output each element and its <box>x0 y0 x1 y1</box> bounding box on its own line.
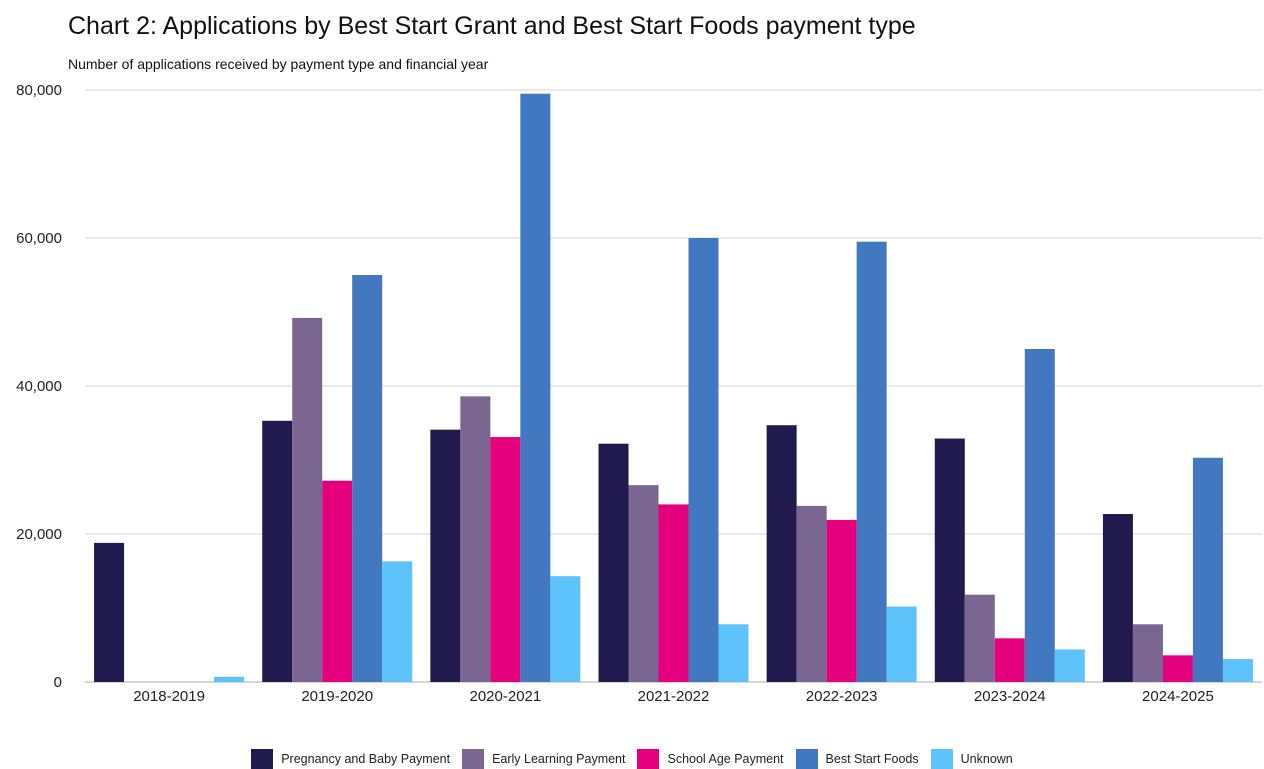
y-tick-label: 60,000 <box>16 230 62 247</box>
bar-2021-2022-early-learning-payment <box>628 485 659 682</box>
legend: Pregnancy and Baby Payment Early Learning… <box>0 749 1264 769</box>
x-tick-label: 2019-2020 <box>301 688 373 705</box>
bar-2024-2025-pregnancy-and-baby-payment <box>1102 514 1133 682</box>
legend-label: School Age Payment <box>667 752 784 766</box>
bar-2019-2020-pregnancy-and-baby-payment <box>262 420 293 682</box>
bar-2021-2022-unknown <box>718 624 749 682</box>
bar-2023-2024-school-age-payment <box>994 638 1025 682</box>
bar-2024-2025-school-age-payment <box>1162 655 1193 682</box>
bar-2020-2021-unknown <box>550 576 581 682</box>
bar-2022-2023-early-learning-payment <box>796 505 827 682</box>
bar-2022-2023-school-age-payment <box>826 519 857 682</box>
legend-item: School Age Payment <box>637 749 784 769</box>
legend-label: Early Learning Payment <box>492 752 626 766</box>
x-tick-label: 2023-2024 <box>974 688 1046 705</box>
x-tick-label: 2020-2021 <box>469 688 541 705</box>
bar-2019-2020-unknown <box>382 561 413 682</box>
bar-2019-2020-best-start-foods <box>352 275 383 682</box>
bar-2023-2024-early-learning-payment <box>964 594 995 682</box>
bar-2020-2021-pregnancy-and-baby-payment <box>430 429 461 682</box>
bar-2019-2020-early-learning-payment <box>292 317 323 682</box>
y-tick-label: 40,000 <box>16 378 62 395</box>
bar-2019-2020-school-age-payment <box>322 480 353 682</box>
legend-swatch <box>637 749 660 769</box>
x-tick-label: 2018-2019 <box>133 688 205 705</box>
legend-label: Pregnancy and Baby Payment <box>281 752 451 766</box>
legend-swatch <box>251 749 274 769</box>
legend-swatch <box>462 749 485 769</box>
bars <box>94 93 1253 682</box>
bar-2020-2021-early-learning-payment <box>460 396 491 682</box>
bar-2023-2024-unknown <box>1054 649 1085 682</box>
legend-label: Unknown <box>960 752 1013 766</box>
bar-2018-2019-unknown <box>214 676 245 682</box>
bar-2023-2024-pregnancy-and-baby-payment <box>934 438 965 682</box>
legend-item: Early Learning Payment <box>462 749 625 769</box>
bar-2022-2023-pregnancy-and-baby-payment <box>766 425 797 682</box>
bar-2020-2021-school-age-payment <box>490 437 521 682</box>
legend-swatch <box>930 749 953 769</box>
y-tick-label: 80,000 <box>16 82 62 99</box>
chart-title: Chart 2: Applications by Best Start Gran… <box>68 12 916 40</box>
bar-2024-2025-early-learning-payment <box>1132 624 1163 682</box>
legend-swatch <box>795 749 818 769</box>
legend-item: Unknown <box>930 749 1013 769</box>
bar-2021-2022-best-start-foods <box>688 238 719 682</box>
x-tick-label: 2024-2025 <box>1142 688 1214 705</box>
y-tick-label: 0 <box>54 674 62 691</box>
legend-item: Pregnancy and Baby Payment <box>251 749 450 769</box>
bar-2018-2019-pregnancy-and-baby-payment <box>94 542 125 682</box>
chart-subtitle: Number of applications received by payme… <box>68 56 489 72</box>
legend-item: Best Start Foods <box>795 749 919 769</box>
bar-2021-2022-pregnancy-and-baby-payment <box>598 443 629 682</box>
bar-2020-2021-best-start-foods <box>520 93 551 682</box>
bar-2024-2025-unknown <box>1222 659 1253 682</box>
x-tick-label: 2022-2023 <box>806 688 878 705</box>
x-tick-label: 2021-2022 <box>638 688 710 705</box>
bar-2024-2025-best-start-foods <box>1192 457 1223 682</box>
chart-area: 0 20,000 40,000 60,000 80,000 2018-2019 2019-2… <box>16 82 1262 705</box>
bar-2022-2023-unknown <box>886 606 917 682</box>
bar-2022-2023-best-start-foods <box>856 241 887 682</box>
axes: 0 20,000 40,000 60,000 80,000 2018-2019 2019-2… <box>16 82 1214 705</box>
bar-2023-2024-best-start-foods <box>1024 349 1055 682</box>
legend-label: Best Start Foods <box>825 752 919 766</box>
y-tick-label: 20,000 <box>16 526 62 543</box>
bar-2021-2022-school-age-payment <box>658 504 689 682</box>
